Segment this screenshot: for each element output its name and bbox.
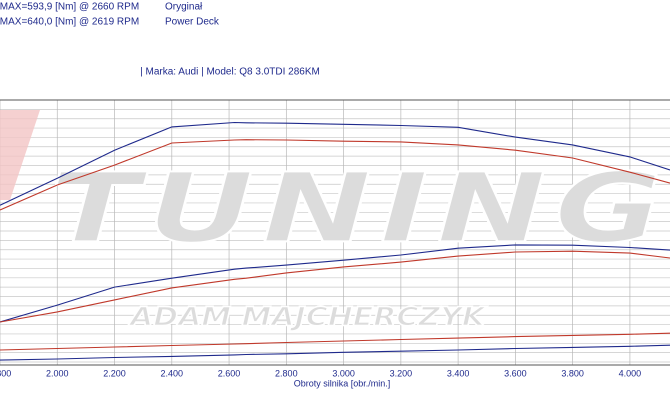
x-tick-label: 2.600 <box>218 368 241 378</box>
series-line <box>0 250 670 323</box>
series-line <box>0 244 670 323</box>
series-line <box>0 139 670 211</box>
x-tick-label: 3.200 <box>390 368 413 378</box>
series-line <box>0 121 670 206</box>
watermark-author: ADAM MAJCHERCZYK <box>128 303 487 333</box>
x-tick-label: 3.600 <box>504 368 527 378</box>
x-tick-label: 4.000 <box>619 368 642 378</box>
x-tick-label: 3.800 <box>561 368 584 378</box>
x-tick-label: 2.200 <box>103 368 126 378</box>
x-axis-label: Obroty silnika [obr./min.] <box>294 378 391 388</box>
watermark-logo: TUNING <box>50 152 670 264</box>
x-tick-label: 3.400 <box>447 368 470 378</box>
series-line <box>0 344 670 361</box>
legend-info: IMAX=640,0 [Nm] @ 2619 RPM <box>0 17 139 28</box>
subtitle: | Marka: Audi | Model: Q8 3.0TDI 286KM <box>140 67 320 78</box>
x-tick-label: 2.000 <box>46 368 69 378</box>
legend-name: Power Deck <box>165 17 220 28</box>
x-tick-label: 2.800 <box>275 368 298 378</box>
x-tick-label: 2.400 <box>161 368 184 378</box>
legend-name: Oryginał <box>165 2 203 13</box>
x-tick-label: 1.800 <box>0 368 11 378</box>
x-tick-label: 3.000 <box>332 368 355 378</box>
series-line <box>0 332 670 351</box>
logo-mark <box>0 110 40 200</box>
legend-info: IMAX=593,9 [Nm] @ 2660 RPM <box>0 2 139 13</box>
